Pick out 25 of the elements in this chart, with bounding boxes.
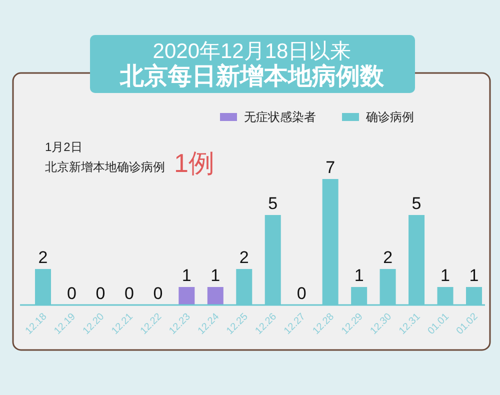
legend-label: 无症状感染者 — [244, 110, 316, 124]
data-label: 2 — [383, 248, 393, 267]
data-label: 0 — [296, 284, 306, 303]
data-label: 1 — [210, 266, 220, 285]
data-label: 0 — [124, 284, 134, 303]
chart-subtitle: 北京每日新增本地病例数 — [119, 63, 385, 90]
data-label: 0 — [153, 284, 163, 303]
legend-label: 确诊病例 — [365, 110, 414, 124]
data-label: 2 — [38, 248, 48, 267]
data-label: 0 — [67, 284, 76, 303]
data-label: 1 — [182, 266, 192, 285]
bar — [178, 287, 195, 305]
data-label: 2 — [239, 248, 249, 267]
data-label: 0 — [96, 284, 106, 303]
data-label: 1 — [469, 266, 479, 285]
bar — [207, 287, 224, 305]
data-label: 5 — [412, 194, 422, 213]
data-label: 7 — [326, 158, 336, 177]
data-label: 1 — [354, 266, 364, 285]
text: 北京新增本地确诊病例 — [45, 160, 165, 174]
text: 1月2日 — [45, 140, 82, 154]
data-label: 1 — [440, 266, 450, 285]
chart-title: 2020年12月18日以来 — [152, 40, 352, 63]
text: 1例 — [174, 148, 214, 178]
data-label: 5 — [268, 194, 278, 213]
